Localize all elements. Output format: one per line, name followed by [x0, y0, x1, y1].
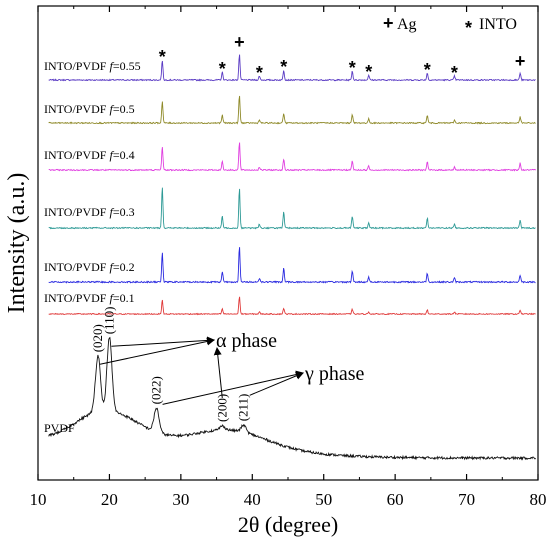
annotation-arrow: [162, 370, 304, 405]
series-labels: INTO/PVDF f=0.55 INTO/PVDF f=0.5 INTO/PVDF…: [44, 59, 141, 435]
series-line: [48, 54, 536, 82]
phase-annotation: α phase: [216, 330, 277, 352]
plot-frame: [37, 5, 539, 481]
phase-annotations: α phase γ phase: [99, 330, 364, 405]
phase-annotation: γ phase: [304, 363, 364, 385]
series-label: INTO/PVDF f=0.2: [44, 260, 135, 274]
legend-label: INTO: [479, 16, 517, 33]
series-label: PVDF: [44, 421, 75, 435]
peak-label: (211): [236, 394, 251, 422]
x-axis-title: 2θ (degree): [238, 512, 338, 537]
peak-label: (020): [90, 324, 105, 352]
x-tick-label: 60: [387, 490, 404, 509]
into-peak-marker: *: [280, 57, 287, 77]
x-axis-tick-labels: 10 20 30 40 50 60 70 80: [30, 490, 547, 509]
series-line: [48, 296, 536, 316]
into-peak-marker: *: [159, 47, 166, 67]
x-tick-label: 70: [458, 490, 475, 509]
series-group: [48, 54, 536, 461]
series-label: INTO/PVDF f=0.3: [44, 205, 135, 219]
into-peak-marker: *: [219, 59, 226, 79]
series-line: [48, 95, 536, 125]
peak-markers: * * + * * * * * * +: [159, 32, 526, 83]
annotation-arrow: [99, 337, 215, 365]
legend: + Ag * INTO: [383, 13, 517, 38]
y-axis-title: Intensity (a.u.): [4, 173, 30, 314]
x-axis-ticks: [37, 6, 539, 480]
legend-symbol: +: [383, 13, 394, 33]
annotation-arrow: [111, 336, 215, 347]
x-tick-label: 30: [172, 490, 189, 509]
ag-peak-marker: +: [234, 32, 245, 52]
series-label: INTO/PVDF f=0.4: [44, 148, 135, 162]
x-tick-label: 20: [101, 490, 118, 509]
peak-labels: (020)(110) (022) (200) (211): [90, 307, 251, 422]
x-tick-label: 50: [315, 490, 332, 509]
plot-area: [37, 5, 539, 481]
ag-peak-marker: +: [515, 51, 526, 71]
into-peak-marker: *: [424, 60, 431, 80]
legend-symbol: *: [465, 18, 472, 38]
series-line: [48, 142, 536, 172]
series-label: INTO/PVDF f=0.55: [44, 59, 141, 73]
into-peak-marker: *: [256, 63, 263, 83]
x-tick-label: 80: [530, 490, 547, 509]
peak-label: (200): [214, 394, 229, 422]
into-peak-marker: *: [349, 58, 356, 78]
annotation-arrow: [213, 347, 223, 398]
peak-label: (110): [101, 307, 116, 335]
x-tick-label: 10: [30, 490, 47, 509]
annotation-arrow: [249, 372, 304, 396]
peak-label: (022): [149, 376, 164, 404]
into-peak-marker: *: [365, 62, 372, 82]
x-tick-label: 40: [244, 490, 261, 509]
legend-label: Ag: [397, 16, 417, 33]
into-peak-marker: *: [451, 63, 458, 83]
series-label: INTO/PVDF f=0.1: [44, 291, 135, 305]
series-line: [48, 336, 536, 461]
series-line: [48, 187, 536, 230]
series-label: INTO/PVDF f=0.5: [44, 102, 135, 116]
series-line: [48, 247, 536, 284]
